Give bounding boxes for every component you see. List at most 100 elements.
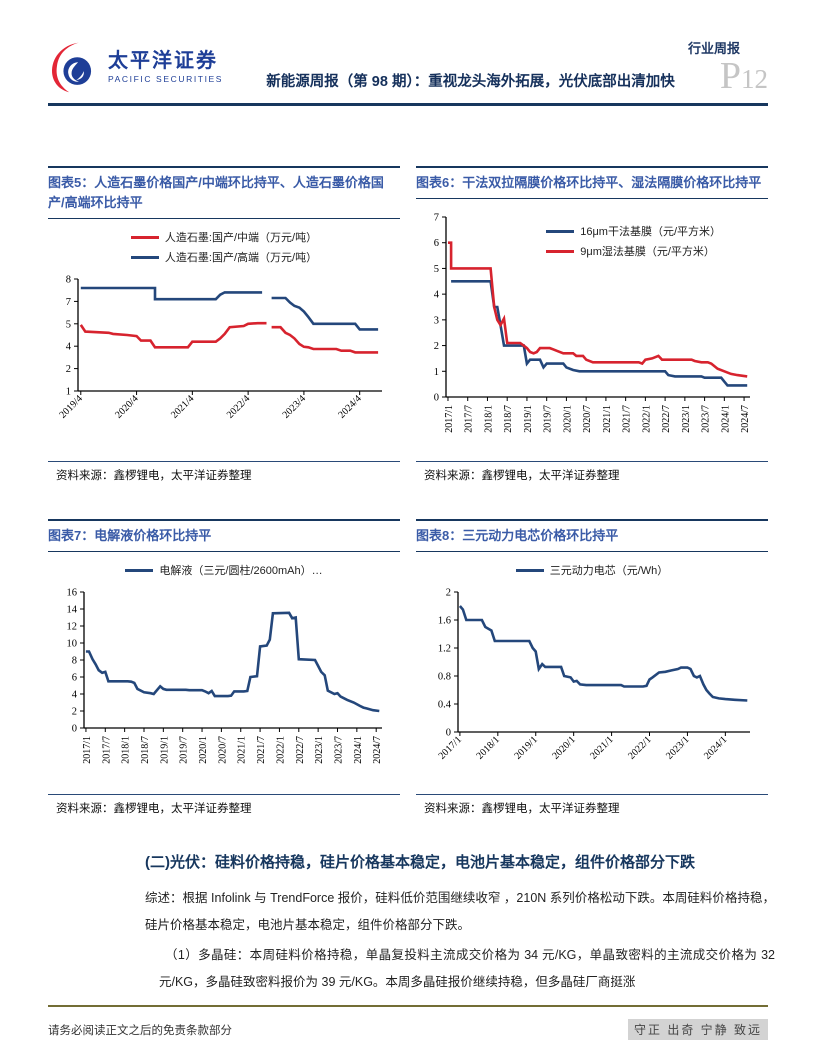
svg-text:2019/4: 2019/4 [57, 394, 84, 421]
figure-6-title: 图表6：干法双拉隔膜价格环比持平、湿法隔膜价格环比持平 [416, 166, 768, 200]
figure-6: 图表6：干法双拉隔膜价格环比持平、湿法隔膜价格环比持平 7 6 5 4 3 2 1 0 2017… [416, 166, 768, 483]
legend-item: 三元动力电芯（元/Wh） [515, 562, 669, 578]
legend-label: 9μm湿法基膜（元/平方米） [580, 246, 715, 259]
svg-text:2021/7: 2021/7 [622, 405, 633, 433]
svg-text:1.2: 1.2 [438, 644, 451, 655]
svg-text:12: 12 [67, 622, 78, 633]
svg-text:7: 7 [66, 297, 71, 308]
svg-text:2022/4: 2022/4 [225, 394, 252, 421]
svg-text:5: 5 [66, 320, 71, 331]
charts-grid: 图表5：人造石墨价格国产/中端环比持平、人造石墨价格国产/高端环比持平 人造石墨… [48, 166, 768, 816]
svg-text:14: 14 [67, 605, 78, 616]
legend-label: 三元动力电芯（元/Wh） [549, 565, 669, 578]
svg-text:4: 4 [434, 290, 440, 301]
figure-7: 图表7：电解液价格环比持平 电解液（三元/圆柱/2600mAh）… 16 14 12… [48, 519, 400, 816]
brand-name-en: PACIFIC SECURITIES [108, 74, 224, 85]
svg-text:16: 16 [67, 588, 78, 599]
svg-text:2: 2 [72, 707, 77, 718]
svg-text:2023/4: 2023/4 [281, 394, 308, 421]
figure-5: 图表5：人造石墨价格国产/中端环比持平、人造石墨价格国产/高端环比持平 人造石墨… [48, 166, 400, 483]
svg-text:2017/1: 2017/1 [82, 736, 93, 764]
svg-text:2022/1: 2022/1 [275, 736, 286, 764]
svg-text:2018/1: 2018/1 [121, 736, 132, 764]
legend-swatch [130, 235, 159, 239]
legend-swatch [130, 255, 159, 259]
svg-text:2018/1: 2018/1 [483, 405, 494, 433]
svg-text:2024/4: 2024/4 [336, 394, 363, 421]
svg-text:0.4: 0.4 [438, 700, 452, 711]
svg-text:0: 0 [72, 724, 77, 735]
svg-text:2020/1: 2020/1 [550, 735, 577, 762]
legend-swatch [125, 568, 154, 572]
page-number: P12 [719, 55, 768, 97]
svg-text:2018/7: 2018/7 [503, 405, 514, 433]
svg-text:2020/1: 2020/1 [562, 405, 573, 433]
svg-text:6: 6 [434, 239, 439, 250]
svg-text:2021/1: 2021/1 [237, 736, 248, 764]
pv-polysilicon-paragraph: （1）多晶硅：本周硅料价格持稳，单晶复投料主流成交价格为 34 元/KG，单晶致… [159, 948, 775, 990]
svg-text:2020/7: 2020/7 [582, 405, 593, 433]
svg-text:8: 8 [72, 656, 77, 667]
svg-text:2023/1: 2023/1 [681, 405, 692, 433]
svg-text:2020/1: 2020/1 [198, 736, 209, 764]
svg-text:1: 1 [434, 367, 439, 378]
svg-text:2019/1: 2019/1 [523, 405, 534, 433]
figure-8: 图表8：三元动力电芯价格环比持平 三元动力电芯（元/Wh） 2 1.6 1.2 0.8… [416, 519, 768, 816]
svg-text:6: 6 [72, 673, 77, 684]
svg-text:2: 2 [446, 588, 451, 599]
legend-item: 人造石墨:国产/高端（万元/吨） [130, 249, 318, 265]
legend-item: 9μm湿法基膜（元/平方米） [546, 243, 721, 259]
legend-label: 人造石墨:国产/中端（万元/吨） [164, 232, 318, 245]
svg-text:3: 3 [434, 316, 439, 327]
footer-rule [48, 1004, 768, 1007]
svg-text:2: 2 [434, 341, 439, 352]
svg-text:2019/7: 2019/7 [543, 405, 554, 433]
svg-text:2024/7: 2024/7 [740, 405, 751, 433]
svg-text:2022/1: 2022/1 [626, 735, 653, 762]
svg-text:2021/4: 2021/4 [169, 394, 196, 421]
svg-text:2024/1: 2024/1 [720, 405, 731, 433]
figure-8-source: 资料来源：鑫椤锂电，太平洋证券整理 [416, 794, 768, 816]
pv-summary-paragraph: 综述：根据 Infolink 与 TrendForce 报价，硅料低价范围继续收… [145, 890, 775, 932]
figure-7-line-chart: 16 14 12 10 8 6 4 2 0 2017/1 2017/7 2018/1 2018/7 201… [67, 588, 384, 764]
svg-text:10: 10 [67, 639, 78, 650]
figure-7-source: 资料来源：鑫椤锂电，太平洋证券整理 [48, 794, 400, 816]
svg-text:0.8: 0.8 [438, 672, 451, 683]
figure-7-title: 图表7：电解液价格环比持平 [48, 519, 400, 553]
svg-text:2018/7: 2018/7 [140, 736, 151, 764]
svg-text:2019/7: 2019/7 [179, 736, 190, 764]
svg-text:2021/1: 2021/1 [588, 735, 615, 762]
svg-text:1.6: 1.6 [438, 616, 451, 627]
legend-label: 人造石墨:国产/高端（万元/吨） [164, 252, 318, 265]
svg-text:2024/7: 2024/7 [372, 736, 383, 764]
page-footer: 请务必阅读正文之后的免责条款部分 守正 出奇 宁静 致远 [48, 1004, 768, 1056]
svg-text:2022/7: 2022/7 [295, 736, 306, 764]
svg-text:8: 8 [66, 275, 71, 286]
legend-swatch [515, 568, 544, 572]
svg-text:0: 0 [446, 728, 451, 739]
pv-section: (二)光伏：硅料价格持稳，硅片价格基本稳定，电池片基本稳定，组件价格部分下跌 综… [145, 850, 775, 1000]
figure-6-legend: 16μm干法基膜（元/平方米） 9μm湿法基膜（元/平方米） [546, 223, 721, 259]
figure-6-line-chart: 7 6 5 4 3 2 1 0 2017/1 2017/7 2018/1 2018/7 2019/1 20… [434, 213, 751, 433]
svg-text:4: 4 [66, 342, 72, 353]
svg-text:5: 5 [434, 264, 439, 275]
svg-text:7: 7 [434, 213, 439, 224]
figure-5-source: 资料来源：鑫椤锂电，太平洋证券整理 [48, 461, 400, 483]
legend-label: 电解液（三元/圆柱/2600mAh）… [159, 565, 323, 578]
figure-5-title: 图表5：人造石墨价格国产/中端环比持平、人造石墨价格国产/高端环比持平 [48, 166, 400, 220]
svg-text:2017/1: 2017/1 [444, 405, 455, 433]
figure-8-legend: 三元动力电芯（元/Wh） [416, 562, 768, 578]
legend-swatch [546, 249, 575, 253]
svg-text:2020/4: 2020/4 [113, 394, 140, 421]
report-type-label: 行业周报 [687, 41, 740, 56]
disclaimer-note: 请务必阅读正文之后的免责条款部分 [48, 1024, 232, 1037]
svg-text:2019/1: 2019/1 [512, 735, 539, 762]
brand-mark-icon [52, 42, 92, 93]
figure-5-legend: 人造石墨:国产/中端（万元/吨） 人造石墨:国产/高端（万元/吨） [48, 229, 400, 265]
legend-swatch [546, 229, 575, 233]
svg-text:2021/7: 2021/7 [256, 736, 267, 764]
svg-text:2023/7: 2023/7 [333, 736, 344, 764]
